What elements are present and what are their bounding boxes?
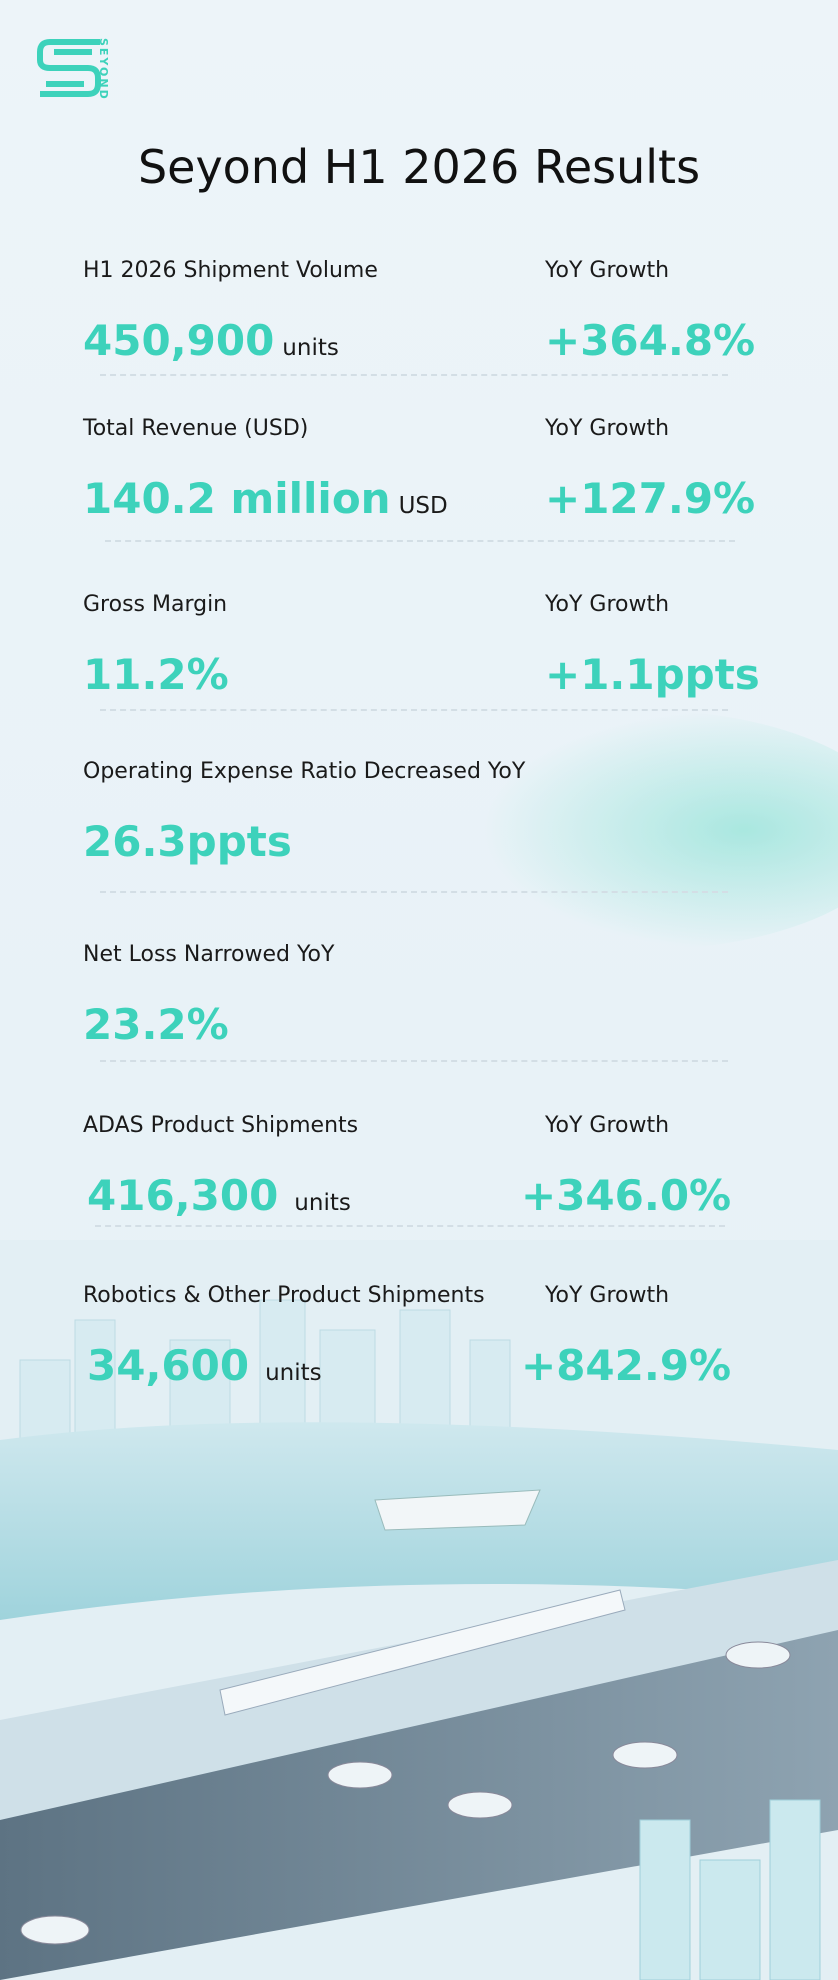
growth-label: YoY Growth xyxy=(545,258,670,283)
metric-label: Net Loss Narrowed YoY xyxy=(83,942,335,967)
growth-value: +364.8% xyxy=(545,316,756,365)
growth-label: YoY Growth xyxy=(545,1113,670,1138)
dot-wave xyxy=(380,710,838,950)
divider xyxy=(100,709,728,711)
metric-value: 23.2% xyxy=(83,1000,229,1049)
metric-value: 140.2 million xyxy=(83,474,391,523)
metric-unit: units xyxy=(265,1360,322,1386)
growth-label: YoY Growth xyxy=(545,416,670,441)
logo-text: SEYOND xyxy=(97,38,110,101)
metric-value-line: 450,900 units xyxy=(83,316,339,365)
growth-value: +127.9% xyxy=(545,474,756,523)
divider xyxy=(100,374,728,376)
growth-label: YoY Growth xyxy=(545,592,670,617)
metric-label: Operating Expense Ratio Decreased YoY xyxy=(83,759,526,784)
divider xyxy=(100,891,728,893)
divider xyxy=(105,540,735,542)
metric-value-line: 23.2% xyxy=(83,1000,229,1049)
growth-label: YoY Growth xyxy=(545,1283,670,1308)
growth-value: +346.0% xyxy=(521,1171,732,1220)
divider xyxy=(100,1060,728,1062)
ship xyxy=(374,1489,541,1531)
metric-value: 450,900 xyxy=(83,316,275,365)
metric-value: 26.3ppts xyxy=(83,817,292,866)
logo-mark xyxy=(37,39,101,97)
metric-unit: units xyxy=(294,1190,351,1216)
metric-label: Total Revenue (USD) xyxy=(83,416,309,441)
foreground-towers xyxy=(639,1799,821,1980)
metric-label: Robotics & Other Product Shipments xyxy=(83,1283,485,1308)
metric-value-line: 140.2 million USD xyxy=(83,474,448,523)
metric-value-line: 34,600 units xyxy=(87,1341,322,1390)
metric-value: 416,300 xyxy=(87,1171,279,1220)
metric-value-line: 11.2% xyxy=(83,650,229,699)
cars xyxy=(20,1641,791,1945)
growth-value: +1.1ppts xyxy=(545,650,760,699)
metric-value-line: 26.3ppts xyxy=(83,817,292,866)
growth-value: +842.9% xyxy=(521,1341,732,1390)
metric-unit: USD xyxy=(398,493,448,519)
divider xyxy=(95,1225,725,1227)
title: Seyond H1 2026 Results xyxy=(137,140,701,194)
road xyxy=(0,1630,838,1980)
metric-value-line: 416,300 units xyxy=(87,1171,351,1220)
metric-label: ADAS Product Shipments xyxy=(83,1113,359,1138)
metric-unit: units xyxy=(282,335,339,361)
metric-label: Gross Margin xyxy=(83,592,228,617)
metric-value: 34,600 xyxy=(87,1341,250,1390)
metric-label: H1 2026 Shipment Volume xyxy=(83,258,378,283)
train xyxy=(219,1589,626,1716)
metric-value: 11.2% xyxy=(83,650,229,699)
